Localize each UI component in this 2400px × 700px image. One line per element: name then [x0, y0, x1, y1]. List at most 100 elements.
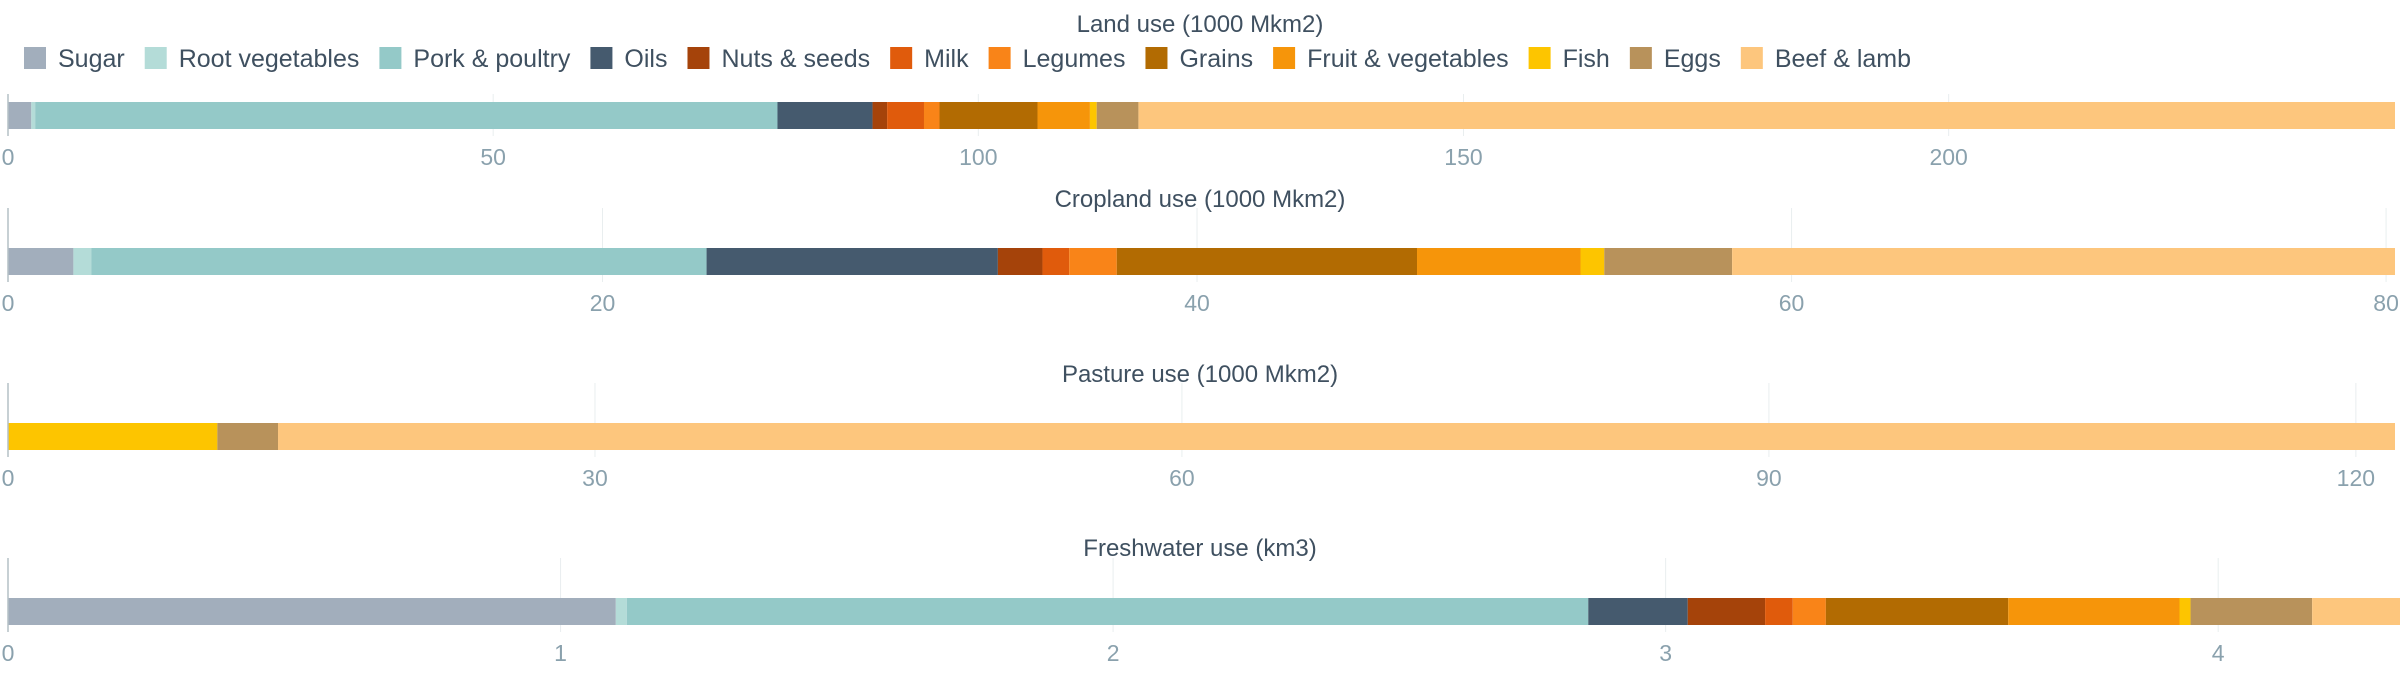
bar-segment-oils	[1588, 598, 1688, 625]
legend-label: Grains	[1179, 45, 1253, 73]
bar-segment-pork-and-poultry	[626, 598, 1589, 625]
tick-label: 20	[590, 290, 616, 316]
tick-label: 60	[1779, 290, 1805, 316]
legend-swatch	[988, 47, 1011, 69]
legend-item-pork-and-poultry: Pork & poultry	[379, 45, 571, 73]
tick-label: 0	[2, 640, 15, 666]
tick-label: 80	[2373, 290, 2399, 316]
legend-item-beef-and-lamb: Beef & lamb	[1740, 45, 1911, 73]
legend-label: Oils	[624, 45, 667, 73]
legend-label: Pork & poultry	[413, 45, 571, 73]
tick-label: 4	[2212, 640, 2225, 666]
legend-item-root-vegetables: Root vegetables	[144, 45, 360, 73]
bar-segment-sugar	[8, 248, 74, 275]
bar-segment-beef-and-lamb	[278, 423, 2396, 450]
panel-cropland-use-1000-mkm2: Cropland use (1000 Mkm2) 0 20 40 60 80	[2, 186, 2399, 316]
bar-segment-legumes	[923, 102, 940, 129]
tick-label: 1	[554, 640, 567, 666]
panel-land-use-1000-mkm2: Land use (1000 Mkm2) 0 50 100 150 200	[2, 11, 2395, 170]
tick-label: 120	[2337, 465, 2375, 491]
bar-segment-fruit-and-vegetables	[1417, 248, 1581, 275]
legend-swatch	[1629, 47, 1652, 69]
tick-label: 2	[1107, 640, 1120, 666]
legend-item-oils: Oils	[590, 45, 667, 73]
legend-item-fruit-and-vegetables: Fruit & vegetables	[1273, 45, 1509, 73]
bar-segment-pork-and-poultry	[91, 248, 707, 275]
bar-segment-nuts-and-seeds	[1687, 598, 1766, 625]
legend-swatch	[1145, 47, 1168, 69]
bar-segment-eggs	[1096, 102, 1139, 129]
tick-label: 40	[1184, 290, 1210, 316]
tick-label: 60	[1169, 465, 1195, 491]
bar-segment-sugar	[8, 102, 32, 129]
tick-label: 0	[2, 290, 15, 316]
bar-segment-grains	[939, 102, 1038, 129]
legend-swatch	[890, 47, 913, 69]
chart-panels: Land use (1000 Mkm2)0 50 100 150 200Cropland…	[2, 11, 2400, 666]
panel-title: Land use (1000 Mkm2)	[1077, 11, 1324, 38]
legend-swatch	[1273, 47, 1296, 69]
tick-label: 0	[2, 144, 15, 170]
bar-segment-beef-and-lamb	[1732, 248, 2395, 275]
legend-swatch	[379, 47, 402, 69]
tick-label: 0	[2, 465, 15, 491]
bar-segment-nuts-and-seeds	[872, 102, 888, 129]
bar-segment-eggs	[2190, 598, 2313, 625]
bar-segment-beef-and-lamb	[1138, 102, 2395, 129]
legend-label: Fruit & vegetables	[1307, 45, 1509, 73]
bar-segment-beef-and-lamb	[2312, 598, 2400, 625]
bar-segment-fruit-and-vegetables	[1037, 102, 1090, 129]
legend-item-nuts-and-seeds: Nuts & seeds	[687, 45, 870, 73]
bar-segment-legumes	[1069, 248, 1117, 275]
tick-label: 50	[480, 144, 506, 170]
legend-item-eggs: Eggs	[1629, 45, 1721, 73]
bar-segment-eggs	[217, 423, 279, 450]
legend-item-grains: Grains	[1145, 45, 1253, 73]
legend-swatch	[1740, 47, 1763, 69]
bar-segment-root-vegetables	[73, 248, 92, 275]
panel-freshwater-use-km3: Freshwater use (km3) 0 1 2 3 4	[2, 535, 2400, 666]
bar-segment-nuts-and-seeds	[997, 248, 1043, 275]
bar-segment-eggs	[1604, 248, 1733, 275]
bar-segment-oils	[706, 248, 998, 275]
bar-segment-sugar	[8, 598, 616, 625]
panel-pasture-use-1000-mkm2: Pasture use (1000 Mkm2) 0 30 60 90 120	[2, 361, 2396, 491]
bar-segment-milk	[1042, 248, 1070, 275]
panel-title: Cropland use (1000 Mkm2)	[1055, 186, 1346, 213]
legend-swatch	[1528, 47, 1551, 69]
legend-item-legumes: Legumes	[988, 45, 1126, 73]
legend-label: Fish	[1563, 45, 1610, 73]
tick-label: 150	[1444, 144, 1482, 170]
legend-label: Legumes	[1023, 45, 1126, 73]
bar-segment-pork-and-poultry	[35, 102, 778, 129]
panel-title: Freshwater use (km3)	[1083, 535, 1316, 562]
legend-label: Nuts & seeds	[721, 45, 870, 73]
legend-label: Eggs	[1664, 45, 1721, 73]
bar-segment-milk	[1765, 598, 1793, 625]
tick-label: 100	[959, 144, 997, 170]
bar-segment-milk	[887, 102, 924, 129]
bar-segment-fish	[1089, 102, 1097, 129]
bar-segment-fish	[1580, 248, 1605, 275]
legend-label: Milk	[924, 45, 969, 73]
bar-segment-root-vegetables	[31, 102, 36, 129]
legend-label: Beef & lamb	[1775, 45, 1911, 73]
legend-swatch	[590, 47, 613, 69]
tick-label: 30	[582, 465, 608, 491]
bar-segment-oils	[777, 102, 873, 129]
bar-segment-fruit-and-vegetables	[2008, 598, 2180, 625]
tick-label: 90	[1756, 465, 1782, 491]
bar-segment-grains	[1825, 598, 2009, 625]
bar-segment-fish	[8, 423, 218, 450]
legend-swatch	[24, 47, 46, 69]
tick-label: 3	[1659, 640, 1672, 666]
tick-label: 200	[1929, 144, 1967, 170]
legend: Sugar Root vegetables Pork & poultry Oils Nu…	[24, 45, 1911, 73]
legend-item-fish: Fish	[1528, 45, 1610, 73]
legend-label: Root vegetables	[179, 45, 360, 73]
bar-segment-fish	[2179, 598, 2191, 625]
panel-title: Pasture use (1000 Mkm2)	[1062, 361, 1338, 388]
bar-segment-root-vegetables	[615, 598, 627, 625]
legend-label: Sugar	[58, 45, 125, 73]
